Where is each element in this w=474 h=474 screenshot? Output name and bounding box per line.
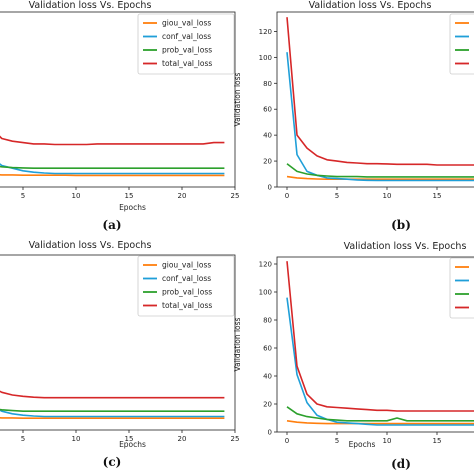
x-tick-label: 15 <box>433 192 442 200</box>
chart-title: Validation loss Vs. Epochs <box>344 241 467 252</box>
x-axis-label: Epochs <box>349 440 376 449</box>
series-line-prob <box>0 165 225 169</box>
series-line-conf <box>286 297 474 426</box>
y-tick-label: 120 <box>259 261 272 269</box>
y-tick-label: 20 <box>263 158 272 166</box>
legend-label-giou: giou_val_loss <box>162 19 211 28</box>
y-tick-label: 0 <box>268 184 272 192</box>
y-axis-label: Validation loss <box>233 72 242 126</box>
x-tick-label: 10 <box>72 435 81 443</box>
legend-label-conf: conf_val_loss <box>162 274 211 283</box>
series-line-total <box>286 17 474 166</box>
x-tick-label: 15 <box>125 435 134 443</box>
series-line-giou <box>0 174 225 177</box>
x-tick-label: 25 <box>231 435 240 443</box>
x-tick-label: 10 <box>383 192 392 200</box>
panel-caption: (a) <box>102 218 121 232</box>
legend-label-prob: prob_val_loss <box>162 288 212 297</box>
y-tick-label: 60 <box>263 106 272 114</box>
series-line-total <box>0 135 225 146</box>
y-tick-label: 80 <box>263 80 272 88</box>
chart-panel-d: Validation loss Vs. Epochs 0 5 10 15 0 20 40 60 8… <box>233 241 474 471</box>
panel-caption: (b) <box>391 218 411 232</box>
x-tick-label: 0 <box>285 437 289 445</box>
plot-frame <box>276 11 474 188</box>
x-axis-label: Epochs <box>119 203 146 212</box>
series-line-conf <box>0 409 225 418</box>
legend-label-total: total_val_loss <box>162 59 212 68</box>
y-tick-label: 80 <box>263 317 272 325</box>
series-line-prob <box>286 163 474 178</box>
y-tick-label: 20 <box>263 401 272 409</box>
series-group <box>286 261 474 426</box>
y-axis-label: Validation loss <box>233 317 242 371</box>
legend-label-prob: prob_val_loss <box>162 46 212 55</box>
legend-box <box>449 257 474 319</box>
x-tick-label: 20 <box>178 192 187 200</box>
legend <box>449 13 474 75</box>
series-line-giou <box>0 417 225 420</box>
series-line-giou <box>286 420 474 425</box>
x-tick-label: 5 <box>21 435 25 443</box>
plot-frame <box>276 256 474 433</box>
panel-caption: (c) <box>103 455 122 469</box>
series-line-giou <box>286 175 474 180</box>
y-tick-label: 120 <box>259 28 272 36</box>
series-group <box>0 390 225 420</box>
x-tick-label: 0 <box>285 192 289 200</box>
legend-box <box>449 13 474 75</box>
legend-box <box>137 13 235 75</box>
x-tick-label: 10 <box>383 437 392 445</box>
y-tick-label: 40 <box>263 373 272 381</box>
legend <box>449 257 474 319</box>
chart-panel-c: Validation loss Vs. Epochs 5 10 15 20 25 Epoch… <box>0 240 239 469</box>
series-group <box>286 17 474 182</box>
panel-caption: (d) <box>391 457 411 471</box>
x-tick-label: 5 <box>335 192 339 200</box>
series-line-total <box>0 390 225 399</box>
legend-box <box>137 255 235 317</box>
y-tick-label: 0 <box>268 429 272 437</box>
x-tick-label: 25 <box>231 192 240 200</box>
series-line-prob <box>0 408 225 413</box>
y-tick-label: 100 <box>259 289 272 297</box>
chart-panel-a: Validation loss Vs. Epochs 5 10 15 20 25 Epoch… <box>0 0 239 232</box>
legend-label-total: total_val_loss <box>162 301 212 310</box>
chart-panel-b: Validation loss Vs. Epochs 0 5 10 15 0 20 40 60 8… <box>233 0 474 232</box>
y-tick-label: 60 <box>263 345 272 353</box>
legend: giou_val_loss conf_val_loss prob_val_losst… <box>137 255 235 317</box>
series-group <box>0 135 225 177</box>
x-tick-label: 5 <box>335 437 339 445</box>
x-tick-label: 5 <box>21 192 25 200</box>
x-tick-label: 15 <box>433 437 442 445</box>
chart-title: Validation loss Vs. Epochs <box>29 0 152 11</box>
x-axis-label: Epochs <box>119 440 146 449</box>
legend: giou_val_loss conf_val_loss prob_val_losst… <box>137 13 235 75</box>
series-line-total <box>286 261 474 412</box>
chart-title: Validation loss Vs. Epochs <box>309 0 432 11</box>
x-tick-label: 15 <box>125 192 134 200</box>
series-line-prob <box>286 406 474 422</box>
chart-title: Validation loss Vs. Epochs <box>29 240 152 251</box>
legend-label-conf: conf_val_loss <box>162 32 211 41</box>
y-tick-label: 100 <box>259 54 272 62</box>
x-tick-label: 10 <box>72 192 81 200</box>
y-tick-label: 40 <box>263 132 272 140</box>
x-tick-label: 20 <box>178 435 187 443</box>
legend-label-giou: giou_val_loss <box>162 261 211 270</box>
